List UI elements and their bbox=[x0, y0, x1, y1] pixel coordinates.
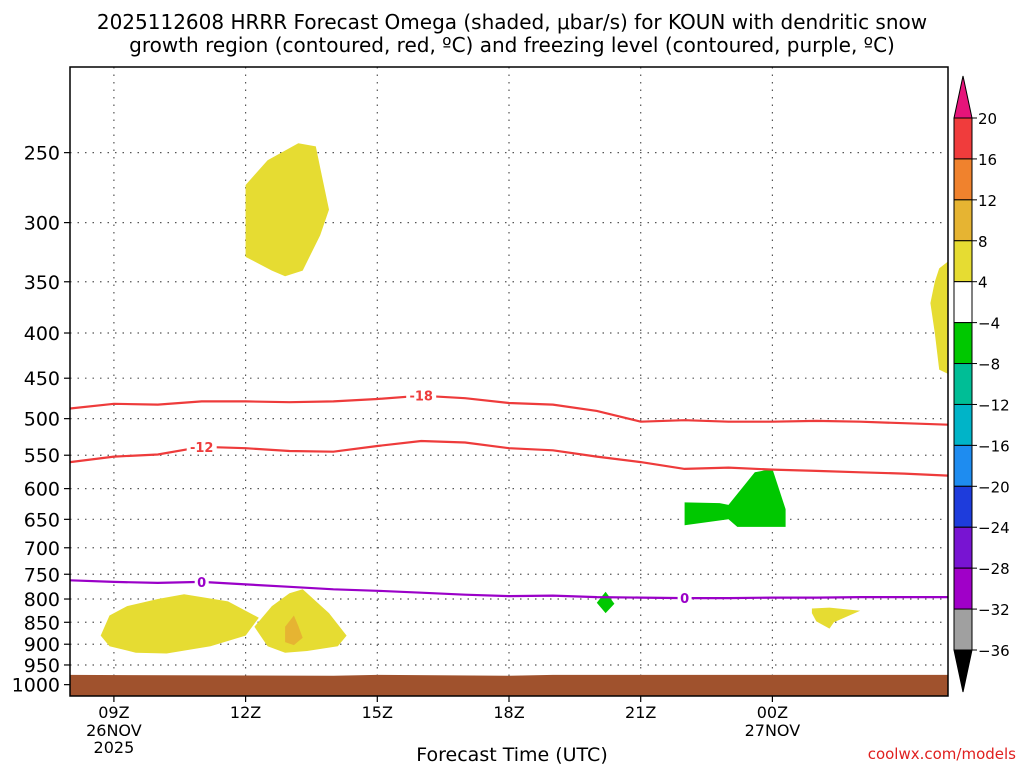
colorbar-bin bbox=[953, 485, 973, 528]
y-tick-label: 600 bbox=[24, 479, 60, 501]
colorbar-label: 12 bbox=[978, 192, 997, 210]
ground-surface bbox=[70, 674, 948, 696]
contour-label--12: -12 bbox=[190, 441, 214, 456]
x-tick-label: 21Z bbox=[625, 703, 656, 722]
colorbar-label: −28 bbox=[978, 560, 1010, 578]
omega-shaded-area-2 bbox=[930, 261, 948, 374]
omega-shaded-area-8 bbox=[596, 591, 615, 614]
x-axis-label: Forecast Time (UTC) bbox=[416, 744, 608, 766]
colorbar-label: 8 bbox=[978, 233, 988, 251]
omega-shaded-area-1 bbox=[245, 143, 329, 277]
contour-label--18: -18 bbox=[409, 390, 433, 405]
colorbar-label: −8 bbox=[978, 356, 1000, 374]
x-tick-date-label: 2025 bbox=[94, 738, 135, 757]
x-tick-date-label: 26NOV bbox=[86, 721, 142, 740]
colorbar-label: 16 bbox=[978, 151, 997, 169]
colorbar-bin bbox=[953, 158, 973, 201]
contour-label-0: 0 bbox=[680, 592, 689, 607]
y-tick-label: 850 bbox=[24, 612, 60, 634]
y-tick-label: 700 bbox=[24, 538, 60, 560]
colorbar-bin bbox=[953, 199, 973, 242]
contour-label-0: 0 bbox=[197, 576, 206, 591]
omega-shaded-area-6 bbox=[811, 607, 861, 629]
colorbar-bin bbox=[953, 363, 973, 405]
x-tick-label: 18Z bbox=[493, 703, 524, 722]
omega-shaded-area-5 bbox=[285, 615, 303, 646]
y-tick-label: 500 bbox=[24, 409, 60, 431]
colorbar-top-triangle bbox=[953, 75, 973, 119]
colorbar-bin bbox=[953, 117, 973, 160]
y-tick-label: 400 bbox=[24, 323, 60, 345]
colorbar-bin bbox=[953, 526, 973, 569]
colorbar-label: −24 bbox=[978, 519, 1010, 537]
contour-label-background bbox=[194, 574, 209, 589]
colorbar-bottom-triangle bbox=[953, 649, 973, 693]
colorbar-bin bbox=[953, 240, 973, 283]
y-tick-label: 800 bbox=[24, 589, 60, 611]
omega-shaded-area-3 bbox=[100, 594, 259, 654]
colorbar-bin bbox=[953, 567, 973, 610]
contour-line--18 bbox=[70, 394, 948, 426]
y-tick-label: 250 bbox=[24, 143, 60, 165]
y-tick-label: 300 bbox=[24, 213, 60, 235]
colorbar-label: −20 bbox=[978, 478, 1010, 496]
y-tick-label: 450 bbox=[24, 368, 60, 390]
colorbar-bin bbox=[953, 322, 973, 365]
y-tick-label: 550 bbox=[24, 445, 60, 467]
y-tick-label: 900 bbox=[24, 634, 60, 656]
x-tick-label: 09Z bbox=[98, 703, 129, 722]
colorbar-bin bbox=[953, 608, 973, 651]
y-tick-label: 650 bbox=[24, 509, 60, 531]
contour-label-background bbox=[677, 591, 692, 606]
y-tick-label: 1000 bbox=[12, 675, 60, 697]
contour-line-0 bbox=[70, 579, 948, 600]
colorbar-label: −32 bbox=[978, 601, 1010, 619]
colorbar-bin bbox=[953, 444, 973, 487]
colorbar-bin bbox=[953, 281, 973, 324]
omega-shaded-area-7 bbox=[684, 468, 786, 527]
colorbar-label: −4 bbox=[978, 315, 1000, 333]
x-tick-label: 12Z bbox=[230, 703, 261, 722]
colorbar-bin bbox=[953, 403, 973, 446]
chart-title-line-1: 2025112608 HRRR Forecast Omega (shaded, … bbox=[96, 10, 928, 34]
x-tick-label: 15Z bbox=[362, 703, 393, 722]
x-tick-date-label: 27NOV bbox=[745, 721, 801, 740]
y-tick-label: 950 bbox=[24, 655, 60, 677]
y-tick-label: 750 bbox=[24, 564, 60, 586]
x-tick-label: 00Z bbox=[757, 703, 788, 722]
colorbar-label: −12 bbox=[978, 396, 1010, 414]
colorbar-label: −16 bbox=[978, 437, 1010, 455]
contour-label-background bbox=[186, 439, 217, 454]
colorbar-label: 20 bbox=[978, 110, 997, 128]
omega-shaded-area-4 bbox=[254, 589, 347, 653]
chart-title-line-2: growth region (contoured, red, ºC) and f… bbox=[129, 33, 895, 57]
y-tick-label: 350 bbox=[24, 272, 60, 294]
colorbar-label: 4 bbox=[978, 274, 988, 292]
credit-link[interactable]: coolwx.com/models bbox=[867, 745, 1016, 763]
contour-label-background bbox=[406, 388, 437, 403]
colorbar-label: −36 bbox=[978, 642, 1010, 660]
